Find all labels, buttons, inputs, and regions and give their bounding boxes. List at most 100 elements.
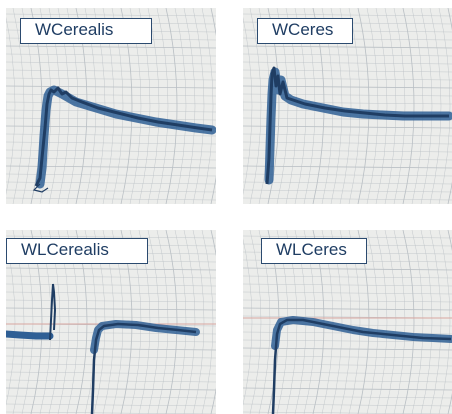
- grid-line: [243, 53, 452, 57]
- recorder-paper: [6, 8, 216, 204]
- grid-line: [243, 403, 452, 407]
- grid-line: [6, 197, 216, 201]
- grid-line: [243, 235, 452, 239]
- grid-line: [6, 275, 216, 279]
- chart-photo-wcerealis: WCerealis: [6, 8, 216, 204]
- chart-photo-wlceres: WLCeres: [243, 230, 452, 414]
- grid-line: [6, 149, 216, 153]
- grid-line: [6, 299, 216, 303]
- grid-line: [243, 165, 452, 169]
- grid-line: [6, 235, 216, 239]
- grid-arc: [183, 230, 196, 414]
- grid-arc: [183, 8, 196, 204]
- chart-photo-wceres: WCeres: [243, 8, 452, 204]
- grid-arc: [393, 8, 406, 204]
- grid-arc: [165, 230, 178, 414]
- grid-line: [6, 283, 216, 287]
- sample-label: WCerealis: [20, 18, 152, 44]
- trace: [34, 86, 213, 187]
- chart-photo-wlcerealis: WLCerealis: [6, 230, 216, 414]
- sample-label: WLCeres: [261, 238, 367, 264]
- grid-arc: [156, 230, 169, 414]
- grid-line: [6, 403, 216, 407]
- grid-arc: [384, 230, 397, 414]
- grid-line: [243, 299, 452, 303]
- grid-line: [243, 181, 452, 185]
- trace-left: [6, 330, 54, 340]
- grid-line: [243, 387, 452, 391]
- grid-line: [243, 173, 452, 177]
- grid-arc: [147, 8, 160, 204]
- sample-label: WCeres: [257, 18, 353, 44]
- grid-line: [243, 157, 452, 161]
- grid-line: [6, 307, 216, 311]
- grid-arc: [402, 230, 415, 414]
- grid-line: [243, 355, 452, 359]
- grid-arc: [243, 16, 253, 196]
- recorder-paper: [243, 8, 452, 204]
- grid-line: [243, 363, 452, 367]
- grid-line: [243, 101, 452, 105]
- grid-arc: [420, 8, 433, 204]
- grid-line: [6, 395, 216, 399]
- grid-arc: [384, 8, 397, 204]
- grid-line: [6, 61, 216, 65]
- grid-arc: [402, 8, 415, 204]
- grid-line: [243, 267, 452, 271]
- grid-line: [243, 61, 452, 65]
- grid-line: [6, 101, 216, 105]
- grid-line: [243, 125, 452, 129]
- grid-arc: [438, 230, 451, 414]
- grid-line: [243, 189, 452, 193]
- grid-arc: [249, 8, 262, 204]
- trace: [271, 318, 452, 414]
- grid-line: [6, 355, 216, 359]
- grid-line: [6, 69, 216, 73]
- grid-line: [243, 45, 452, 49]
- trace-shadow: [264, 67, 452, 185]
- grid-arc: [411, 8, 424, 204]
- grid-line: [6, 85, 216, 89]
- grid-arc: [192, 8, 205, 204]
- grid-arc: [192, 230, 205, 414]
- grid-arc: [393, 230, 406, 414]
- grid-line: [6, 77, 216, 81]
- grid-line: [243, 283, 452, 287]
- grid-line: [243, 395, 452, 399]
- grid-arc: [174, 8, 187, 204]
- grid-arc: [375, 230, 388, 414]
- grid-arc: [12, 8, 25, 204]
- grid-arc: [411, 230, 424, 414]
- grid-arc: [174, 230, 187, 414]
- grid-arc: [357, 8, 370, 204]
- grid-line: [243, 291, 452, 295]
- grid-line: [6, 347, 216, 351]
- grid-arc: [147, 230, 160, 414]
- grid-arc: [210, 230, 216, 414]
- grid-arc: [210, 8, 216, 204]
- grid-line: [6, 45, 216, 49]
- grid-line: [243, 275, 452, 279]
- grid-line: [243, 379, 452, 383]
- grid-arc: [420, 230, 433, 414]
- sample-label: WLCerealis: [6, 238, 148, 264]
- trace-shadow: [35, 85, 216, 189]
- grid-arc: [348, 8, 361, 204]
- trace-shadow: [90, 320, 200, 354]
- grid-line: [6, 117, 216, 121]
- trace-spike: [49, 283, 57, 341]
- grid-line: [6, 363, 216, 367]
- grid-arc: [156, 8, 169, 204]
- grid-arc: [201, 230, 214, 414]
- grid-line: [6, 379, 216, 383]
- grid-arc: [438, 8, 451, 204]
- grid-arc: [429, 230, 442, 414]
- trace: [90, 322, 197, 414]
- grid-line: [6, 13, 216, 17]
- grid-line: [6, 267, 216, 271]
- grid-arc: [366, 230, 379, 414]
- grid-line: [6, 291, 216, 295]
- trace: [265, 66, 449, 185]
- grid-line: [6, 189, 216, 193]
- grid-arc: [429, 8, 442, 204]
